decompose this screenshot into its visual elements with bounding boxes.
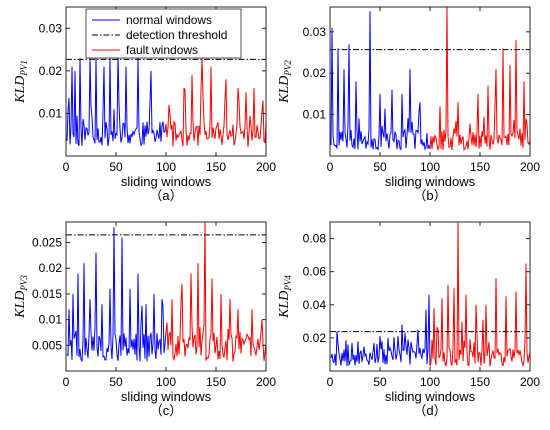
normal-windows-line	[66, 53, 167, 147]
x-tick-label: 50	[373, 375, 387, 389]
x-tick-label: 150	[206, 375, 226, 389]
fault-windows-line	[165, 58, 266, 147]
subplot-caption: （c）	[150, 403, 183, 418]
x-tick-label: 150	[470, 160, 490, 174]
x-tick-label: 100	[420, 160, 440, 174]
y-tick-label: 0.01	[303, 108, 327, 122]
y-tick-label: 0.08	[303, 232, 327, 246]
fault-windows-line	[429, 7, 530, 152]
x-tick-label: 150	[206, 160, 226, 174]
subplot-caption: （b）	[413, 188, 446, 203]
subplot-caption: （d）	[413, 403, 446, 418]
legend-entry: normal windows	[126, 13, 212, 27]
legend-entry: fault windows	[126, 43, 198, 57]
x-tick-label: 50	[373, 160, 387, 174]
y-tick-label: 0.03	[303, 25, 327, 39]
y-axis-label-sub: PV2	[283, 60, 293, 77]
x-tick-label: 150	[470, 375, 490, 389]
fault-windows-line	[429, 222, 530, 368]
subplot-1: 0 50 100 150 200 0.01 0.02 0.03 sliding windows K…	[13, 6, 276, 203]
x-tick-label: 200	[520, 160, 540, 174]
y-axis-label: KLDPV3	[13, 275, 29, 319]
x-tick-label: 0	[327, 160, 334, 174]
x-tick-label: 200	[520, 375, 540, 389]
y-tick-label: 0.02	[39, 261, 63, 275]
subplot-caption: （a）	[149, 188, 182, 203]
y-axis-label: KLDPV1	[13, 60, 29, 104]
y-tick-label: 0.015	[32, 287, 62, 301]
y-axis-label-main: KLD	[277, 76, 292, 104]
y-tick-label: 0.02	[39, 64, 63, 78]
fault-windows-line	[165, 222, 266, 362]
subplot-4: 0 50 100 150 200 0.02 0.04 0.06 0.08 sliding wind…	[277, 221, 540, 418]
x-tick-label: 50	[109, 375, 123, 389]
normal-windows-line	[330, 294, 431, 367]
x-axis-label: sliding windows	[121, 389, 212, 404]
y-axis-label-sub: PV4	[283, 275, 293, 292]
x-tick-label: 100	[156, 160, 176, 174]
x-tick-label: 50	[109, 160, 123, 174]
y-tick-label: 0.04	[303, 298, 327, 312]
y-axis-label-main: KLD	[277, 291, 292, 319]
y-tick-label: 0.02	[303, 331, 327, 345]
y-tick-label: 0.005	[32, 338, 62, 352]
y-tick-label: 0.03	[39, 21, 63, 35]
normal-windows-line	[330, 11, 431, 152]
subplot-3: 0 50 100 150 200 0.005 0.01 0.015 0.02 0.025 slidi…	[13, 221, 276, 418]
x-axis-label: sliding windows	[121, 174, 212, 189]
y-axis-label-sub: PV3	[19, 275, 29, 292]
y-tick-label: 0.06	[303, 265, 327, 279]
x-axis-label: sliding windows	[385, 174, 476, 189]
x-tick-label: 0	[327, 375, 334, 389]
x-axis-label: sliding windows	[385, 389, 476, 404]
x-tick-label: 200	[256, 375, 276, 389]
y-axis-label: KLDPV2	[277, 60, 293, 104]
normal-windows-line	[66, 227, 167, 362]
x-tick-label: 200	[256, 160, 276, 174]
y-axis-label-sub: PV1	[19, 60, 29, 77]
x-tick-label: 0	[63, 160, 70, 174]
x-tick-label: 100	[156, 375, 176, 389]
x-tick-label: 0	[63, 375, 70, 389]
y-axis-label-main: KLD	[13, 291, 28, 319]
y-tick-label: 0.025	[32, 236, 62, 250]
y-axis-label: KLDPV4	[277, 275, 293, 319]
y-tick-label: 0.01	[39, 106, 63, 120]
subplot-2: 0 50 100 150 200 0.01 0.02 0.03 sliding windows K…	[277, 6, 540, 203]
y-tick-label: 0.02	[303, 66, 327, 80]
legend-entry: detection threshold	[126, 28, 227, 42]
x-tick-label: 100	[420, 375, 440, 389]
y-tick-label: 0.01	[39, 313, 63, 327]
y-axis-label-main: KLD	[13, 76, 28, 104]
